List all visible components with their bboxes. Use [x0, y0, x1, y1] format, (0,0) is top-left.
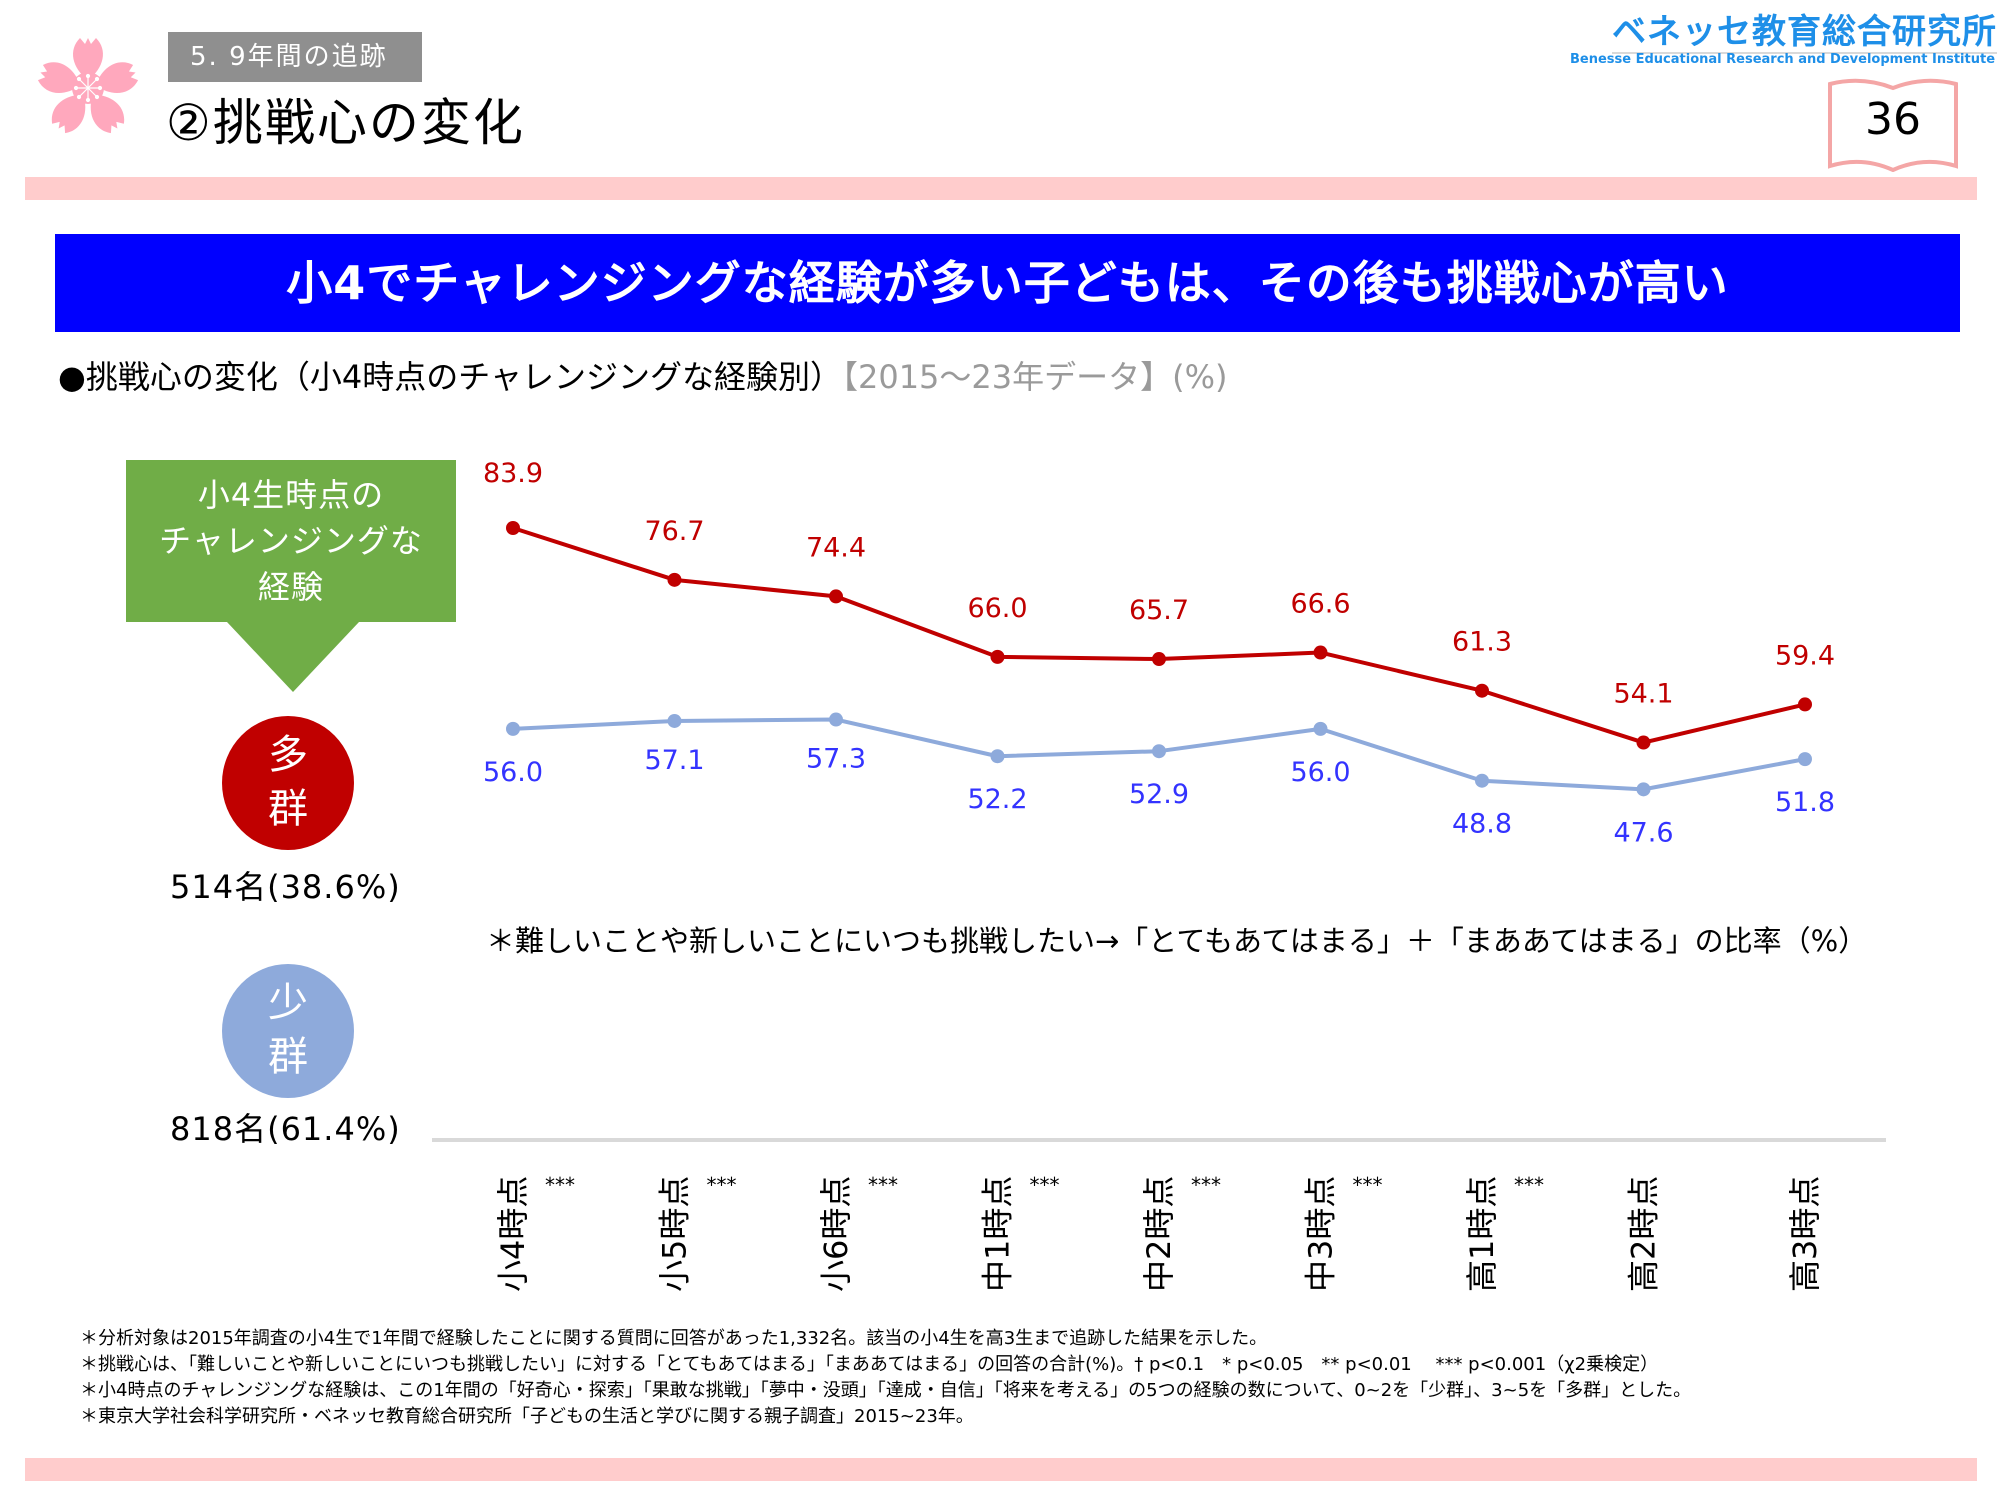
footnote: ＊小4時点のチャレンジングな経験は、この1年間の「好奇心・探索」「果敢な挑戦」「… — [80, 1380, 1692, 1401]
chart-note: ＊難しいことや新しいことにいつも挑戦したい→「とてもあてはまる」＋「まああてはま… — [486, 924, 1868, 958]
experience-label-line: 経験 — [257, 568, 324, 606]
data-label-high: 59.4 — [1775, 640, 1835, 671]
footer-divider — [25, 1458, 1977, 1481]
legend-low-group: 少 群 — [222, 964, 354, 1098]
data-point-low — [1313, 721, 1328, 736]
data-point-high — [1152, 652, 1166, 667]
data-point-high — [990, 649, 1005, 664]
data-label-low: 52.9 — [1129, 779, 1189, 810]
data-point-low — [506, 721, 520, 736]
data-point-low — [1798, 752, 1812, 767]
x-tick-label: 小5時点 — [656, 1176, 694, 1292]
footnote: ＊東京大学社会科学研究所・ベネッセ教育総合研究所「子どもの生活と学びに関する親子… — [80, 1406, 974, 1427]
page-number: 36 — [1865, 94, 1921, 145]
header-divider — [25, 177, 1977, 200]
data-label-high: 66.0 — [967, 593, 1027, 624]
legend-low-label: 群 — [268, 1034, 308, 1080]
data-point-high — [667, 572, 682, 587]
data-label-low: 57.1 — [644, 745, 704, 776]
page-title: ②挑戦心の変化 — [166, 94, 525, 152]
series-line-high — [512, 526, 1806, 745]
footnote: ＊挑戦心は、「難しいことや新しいことにいつも挑戦したい」に対する「とてもあてはま… — [80, 1354, 1659, 1375]
significance-marker: *** — [1514, 1173, 1544, 1197]
legend-low-label: 少 — [268, 980, 308, 1026]
data-label-low: 51.8 — [1775, 787, 1835, 818]
chart-subtitle: ●挑戦心の変化（小4時点のチャレンジングな経験別）【2015～23年データ】(%… — [58, 352, 1228, 402]
legend-high-group: 多 群 — [222, 716, 354, 850]
x-tick-label: 中2時点 — [1140, 1176, 1178, 1292]
data-label-low: 48.8 — [1452, 809, 1512, 840]
sakura-icon — [38, 38, 138, 138]
data-point-low — [990, 749, 1005, 764]
x-tick-label: 中1時点 — [979, 1176, 1017, 1292]
legend-high-label: 群 — [268, 786, 308, 832]
data-label-low: 57.3 — [806, 744, 866, 775]
section-tag: 5. 9年間の追跡 — [168, 32, 422, 82]
high-group-count: 514名(38.6%) — [170, 868, 401, 906]
data-label-low: 52.2 — [967, 784, 1027, 815]
x-tick-label: 中3時点 — [1302, 1176, 1340, 1292]
data-label-high: 61.3 — [1452, 627, 1512, 658]
chart-subtitle-meta: 【2015～23年データ】(%) — [841, 358, 1228, 396]
logo-japanese: ベネッセ教育総合研究所 — [1612, 12, 1997, 54]
data-point-low — [829, 712, 843, 727]
data-label-low: 56.0 — [1290, 757, 1350, 788]
significance-marker: *** — [707, 1173, 737, 1197]
data-point-high — [506, 521, 520, 535]
data-label-high: 54.1 — [1613, 679, 1673, 710]
data-label-high: 76.7 — [644, 516, 704, 547]
data-point-low — [1152, 744, 1166, 759]
footnote: ＊分析対象は2015年調査の小4生で1年間で経験したことに関する質問に回答があっ… — [80, 1328, 1268, 1349]
data-point-high — [1475, 683, 1489, 698]
data-label-high: 83.9 — [483, 458, 543, 489]
logo-english: Benesse Educational Research and Develop… — [1570, 52, 1996, 67]
data-point-high — [829, 589, 843, 604]
data-point-high — [1636, 735, 1651, 750]
book-icon — [1828, 78, 1958, 172]
data-label-high: 74.4 — [806, 532, 866, 563]
significance-marker: *** — [1191, 1173, 1221, 1197]
x-tick-label: 高3時点 — [1786, 1176, 1824, 1292]
data-point-low — [1475, 773, 1489, 788]
experience-label-box: 小4生時点の チャレンジングな 経験 — [126, 460, 456, 622]
data-point-low — [1636, 782, 1651, 797]
experience-label-line: チャレンジングな — [159, 522, 423, 560]
chart-subtitle-main: ●挑戦心の変化（小4時点のチャレンジングな経験別） — [58, 358, 842, 396]
data-point-high — [1313, 645, 1328, 660]
significance-marker: *** — [868, 1173, 898, 1197]
data-label-low: 56.0 — [483, 757, 543, 788]
legend-high-label: 多 — [268, 732, 308, 778]
low-group-count: 818名(61.4%) — [170, 1110, 401, 1148]
experience-label-line: 小4生時点の — [197, 476, 385, 514]
data-label-high: 66.6 — [1290, 589, 1350, 620]
x-tick-label: 高2時点 — [1625, 1176, 1663, 1292]
x-tick-label: 高1時点 — [1463, 1176, 1501, 1292]
headline-banner: 小4でチャレンジングな経験が多い子どもは、その後も挑戦心が高い — [55, 234, 1960, 332]
x-tick-label: 小6時点 — [817, 1176, 855, 1292]
data-point-high — [1798, 697, 1812, 712]
x-tick-label: 小4時点 — [494, 1176, 532, 1292]
data-point-low — [667, 713, 682, 728]
down-arrow-icon — [227, 622, 359, 692]
series-line-low — [512, 717, 1806, 792]
significance-marker: *** — [1353, 1173, 1383, 1197]
significance-marker: *** — [1030, 1173, 1060, 1197]
data-label-low: 47.6 — [1613, 817, 1673, 848]
significance-marker: *** — [545, 1173, 575, 1197]
data-label-high: 65.7 — [1129, 595, 1189, 626]
footnotes: ＊分析対象は2015年調査の小4生で1年間で経験したことに関する質問に回答があっ… — [80, 1326, 1691, 1430]
